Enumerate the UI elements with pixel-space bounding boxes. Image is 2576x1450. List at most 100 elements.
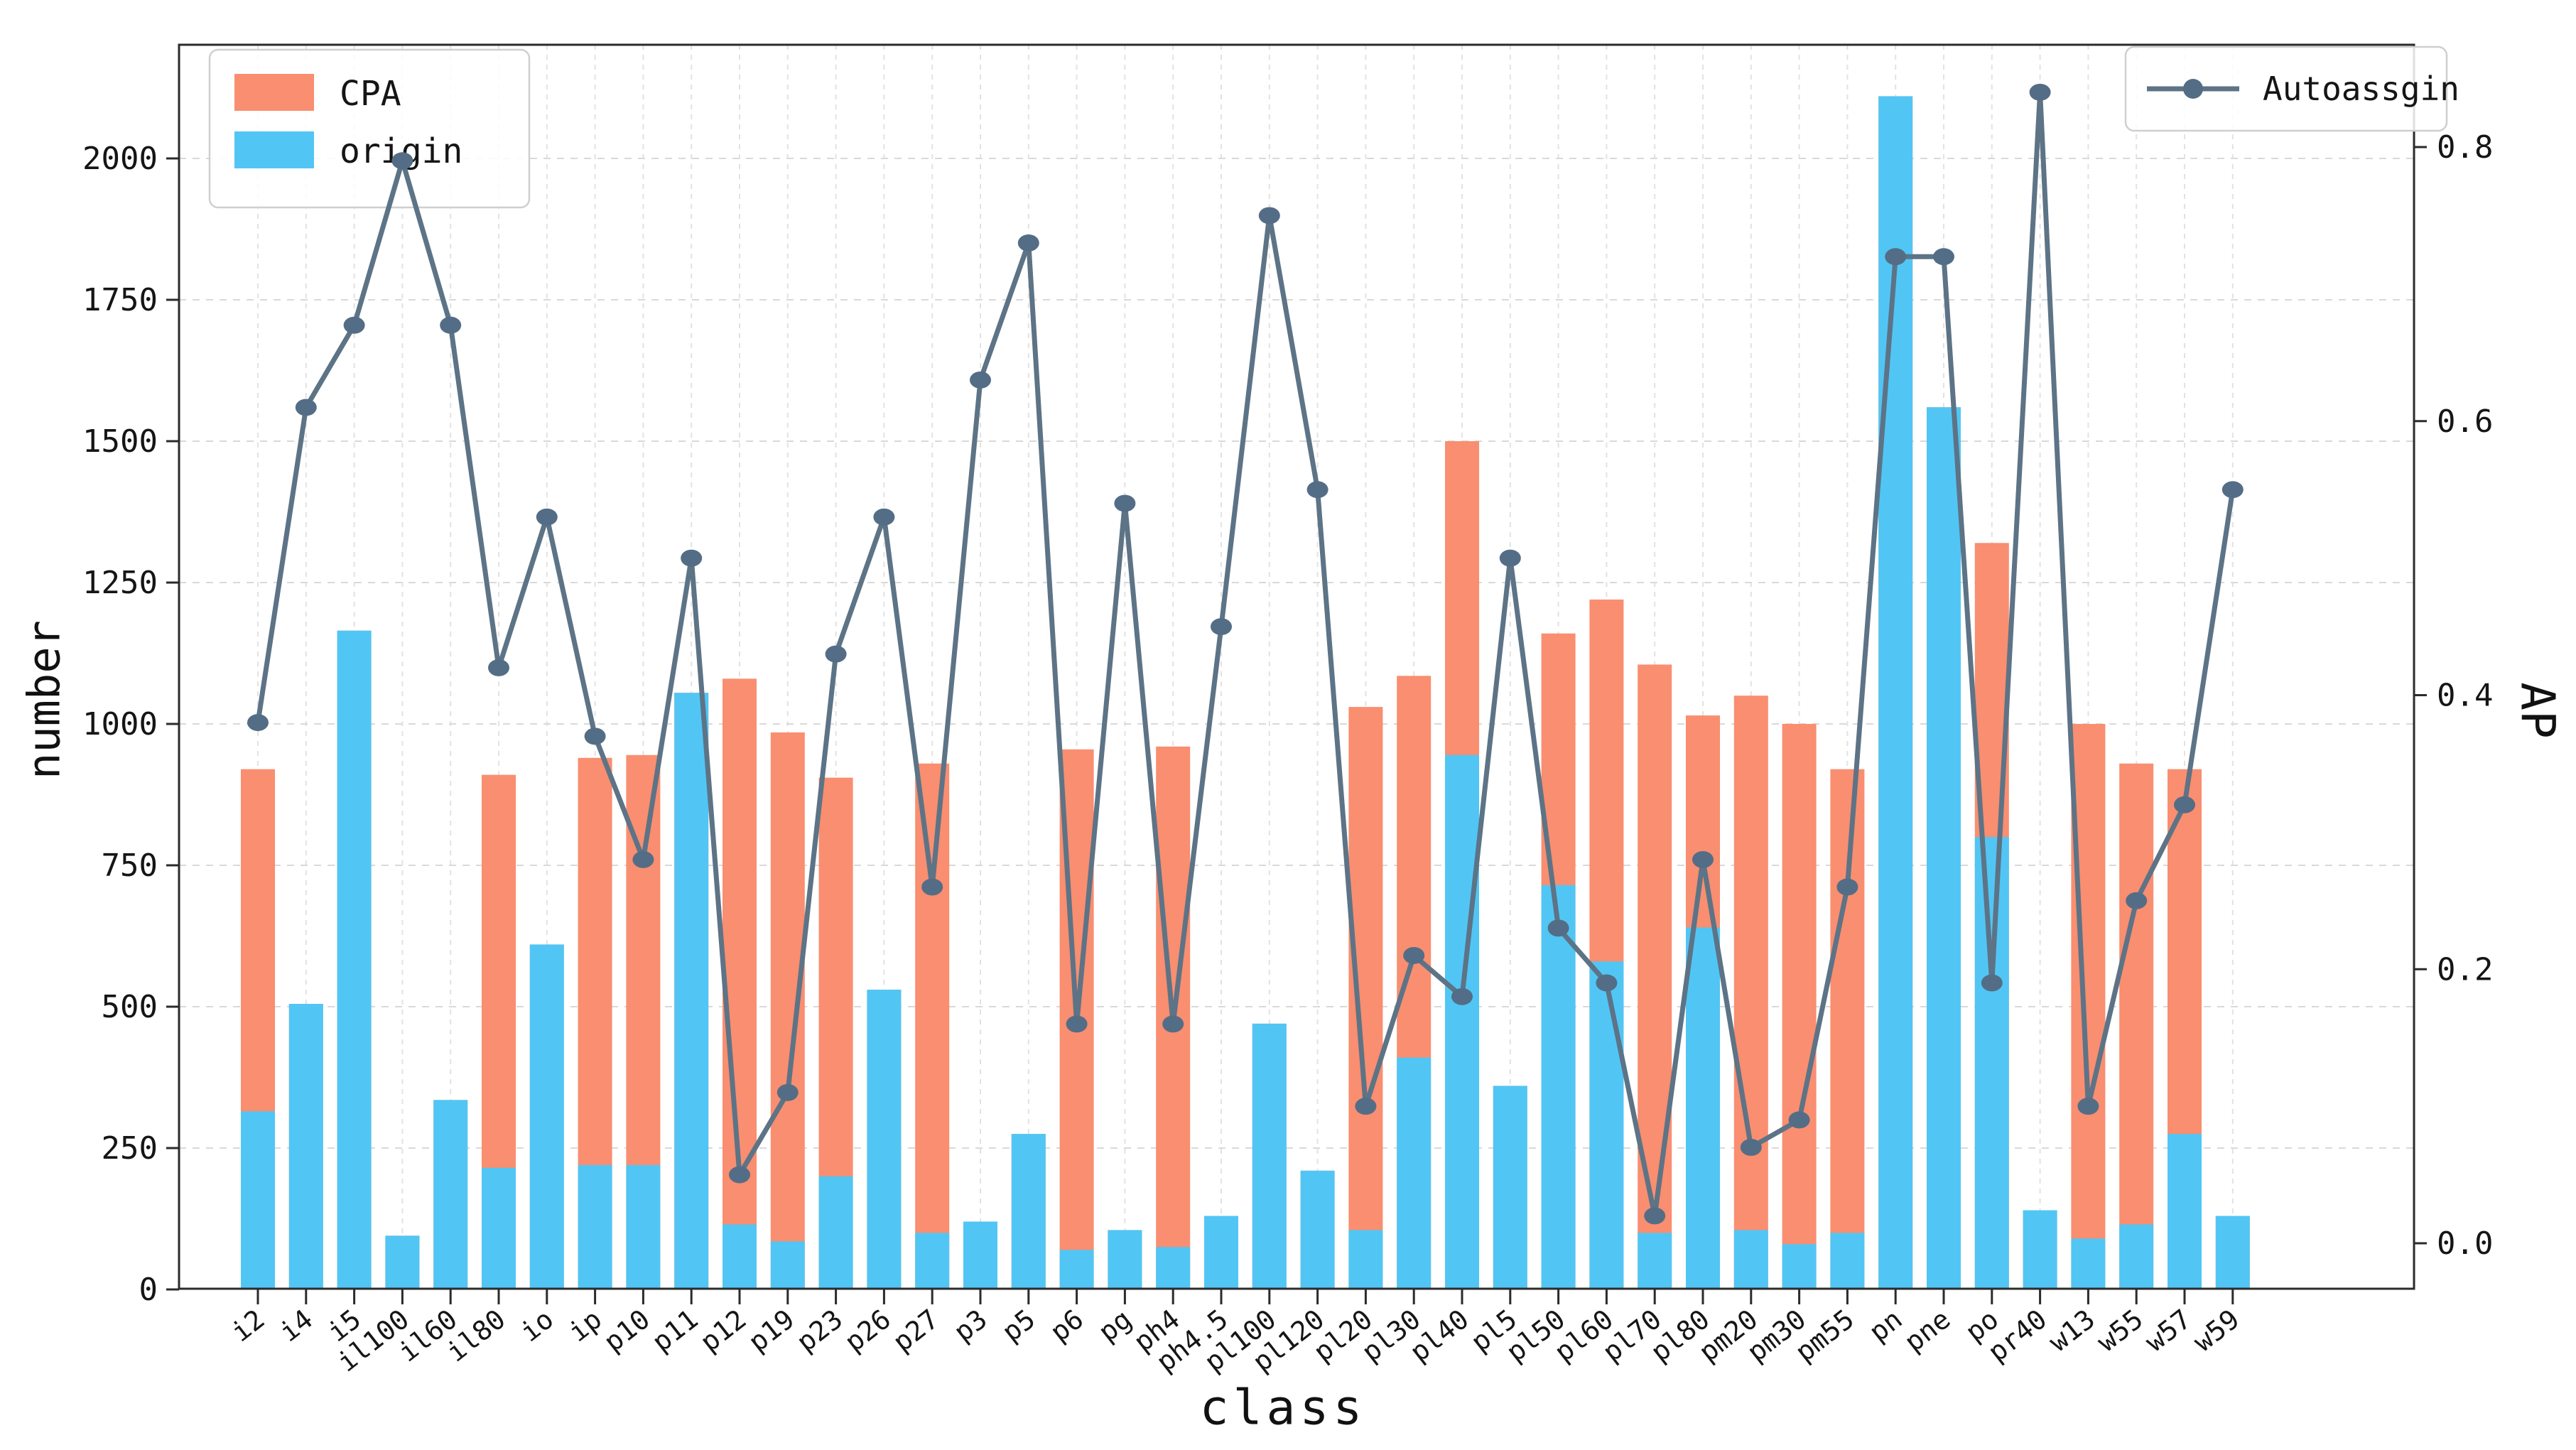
x-tick-label: io (514, 1303, 559, 1348)
bar-origin (1300, 1170, 1335, 1289)
left-tick-label: 1500 (82, 423, 158, 460)
bar-origin (2168, 1134, 2202, 1289)
data-point (776, 1083, 799, 1101)
bar-origin (1686, 927, 1720, 1289)
left-tick-label: 500 (102, 989, 158, 1025)
data-point (2174, 796, 2195, 813)
left-axis-ticks: 0 250 500 750 1000 1250 1500 1750 2000 (82, 141, 179, 1308)
x-tick-label: p11 (646, 1303, 704, 1358)
data-point (536, 508, 558, 526)
bar-origin (1830, 1233, 1865, 1289)
data-point (1499, 549, 1521, 567)
data-point (2029, 83, 2051, 101)
data-point (1981, 974, 2003, 992)
data-point (440, 316, 462, 334)
legend-dot-icon (2183, 79, 2203, 99)
data-point (1885, 248, 1907, 266)
x-tick-label: i2 (225, 1303, 270, 1348)
bar-origin (915, 1233, 950, 1289)
data-point (1740, 1138, 1762, 1156)
bar-origin (337, 630, 372, 1289)
bar-cpa (770, 732, 805, 1289)
x-tick-label: w57 (2139, 1303, 2197, 1358)
legend-swatch-cpa-icon (234, 74, 314, 111)
data-point (1306, 481, 1328, 499)
right-tick-label: 0.0 (2437, 1226, 2493, 1262)
bar-origin (1108, 1230, 1142, 1289)
bar-origin (1782, 1244, 1817, 1289)
data-point (1547, 919, 1569, 937)
data-point (873, 508, 895, 526)
data-point (825, 645, 847, 663)
data-point (1066, 1015, 1088, 1033)
bar-origin (1252, 1023, 1287, 1289)
bar-cpa (723, 678, 757, 1289)
data-point (2221, 481, 2244, 499)
data-point (1788, 1111, 1810, 1129)
legend-label-cpa: CPA (340, 74, 401, 114)
x-axis-title: class (1199, 1380, 1367, 1437)
data-point (2126, 892, 2148, 909)
y-axis-title-right: AP (2510, 682, 2565, 739)
data-point (1836, 878, 1858, 896)
bar-origin (867, 990, 902, 1289)
bar-origin (723, 1224, 757, 1289)
bar-origin (1011, 1134, 1046, 1289)
data-point (488, 659, 509, 676)
data-point (1258, 207, 1280, 224)
x-tick-label: p26 (839, 1303, 897, 1358)
x-tick-label: p27 (887, 1303, 945, 1358)
bar-origin (1541, 884, 1576, 1289)
data-point (1162, 1015, 1184, 1033)
legend-line-frame (2124, 45, 2448, 132)
bar-origin (1348, 1230, 1383, 1289)
data-point (1596, 974, 1618, 992)
right-tick-label: 0.2 (2437, 951, 2493, 988)
data-point (729, 1166, 750, 1184)
bar-origin (1204, 1216, 1238, 1289)
bar-origin (578, 1164, 612, 1289)
bar-origin (1059, 1250, 1094, 1289)
left-tick-label: 0 (139, 1272, 158, 1308)
x-tick-label: w59 (2187, 1303, 2245, 1358)
bar-origin (770, 1241, 805, 1289)
bar-cpa (1348, 707, 1383, 1289)
bar-origin (674, 693, 709, 1289)
legend-line: Autoassgin (2124, 45, 2459, 132)
bar-cpa (1782, 724, 1817, 1289)
bar-origin (482, 1167, 516, 1289)
x-tick-label: pg (1093, 1303, 1137, 1348)
bar-cpa (2119, 763, 2154, 1289)
legend-swatch-origin-icon (234, 131, 314, 168)
x-tick-label: pn (1863, 1303, 1908, 1348)
data-point (1403, 946, 1425, 964)
right-tick-label: 0.8 (2437, 129, 2493, 166)
data-point (1355, 1098, 1377, 1115)
bar-origin (1878, 96, 1913, 1289)
bar-origin (1397, 1057, 1432, 1289)
data-point (970, 371, 991, 389)
data-point (1114, 494, 1136, 512)
autoassgin-markers (247, 83, 2244, 1225)
right-tick-label: 0.4 (2437, 678, 2493, 714)
data-point (584, 727, 606, 745)
data-point (2077, 1098, 2099, 1115)
bar-origin (433, 1100, 468, 1289)
bar-origin (2023, 1210, 2057, 1289)
data-point (343, 316, 365, 334)
bar-origin (385, 1235, 420, 1289)
bar-cpa (1733, 696, 1768, 1289)
bar-origin (2119, 1224, 2154, 1289)
x-tick-label: w55 (2091, 1303, 2149, 1358)
bar-origin (626, 1164, 661, 1289)
bar-origin (529, 944, 564, 1289)
x-tick-label: p5 (996, 1303, 1041, 1348)
bar-cpa (1830, 769, 1865, 1289)
data-point (1933, 248, 1954, 266)
data-point (1451, 988, 1473, 1005)
x-tick-label: p12 (694, 1303, 752, 1358)
x-tick-label: p19 (742, 1303, 800, 1358)
